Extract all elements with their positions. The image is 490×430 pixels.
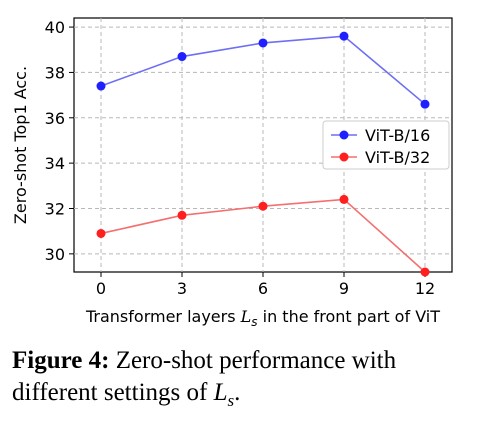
caption-text-line2: different settings of (12, 379, 214, 406)
data-point (339, 194, 349, 204)
data-point (339, 31, 349, 41)
data-point (177, 52, 187, 62)
caption-variable-sub: s (227, 391, 235, 410)
legend-marker (339, 130, 349, 140)
y-tick-label: 38 (45, 63, 65, 82)
legend-label: ViT-B/32 (365, 148, 430, 167)
x-tick-label: 0 (96, 279, 106, 298)
series-group (96, 31, 430, 277)
x-tick-label: 6 (258, 279, 268, 298)
data-point (177, 210, 187, 220)
legend-marker (339, 152, 349, 162)
y-tick-label: 30 (45, 245, 65, 264)
legend: ViT-B/16 ViT-B/32 (322, 120, 450, 170)
data-point (258, 201, 268, 211)
y-tick-label: 40 (45, 18, 65, 37)
data-point (420, 267, 430, 277)
data-point (96, 228, 106, 238)
data-point (420, 99, 430, 109)
y-tick-label: 34 (45, 154, 65, 173)
x-axis-label: Transformer layers Ls in the front part … (85, 307, 440, 329)
y-axis-label: Zero-shot Top1 Acc. (11, 66, 30, 224)
figure-caption: Figure 4: Zero-shot performance with dif… (12, 345, 482, 417)
caption-variable: L (213, 379, 228, 406)
y-tick-label: 36 (45, 109, 65, 128)
data-point (258, 38, 268, 48)
legend-label: ViT-B/16 (365, 126, 430, 145)
caption-end: . (234, 379, 241, 406)
caption-label: Figure 4: (12, 347, 110, 374)
data-point (96, 81, 106, 91)
caption-text-line1: Zero-shot performance with (109, 347, 397, 374)
y-tick-label: 32 (45, 200, 65, 219)
x-tick-label: 3 (177, 279, 187, 298)
x-tick-label: 9 (339, 279, 349, 298)
x-tick-label: 12 (415, 279, 435, 298)
